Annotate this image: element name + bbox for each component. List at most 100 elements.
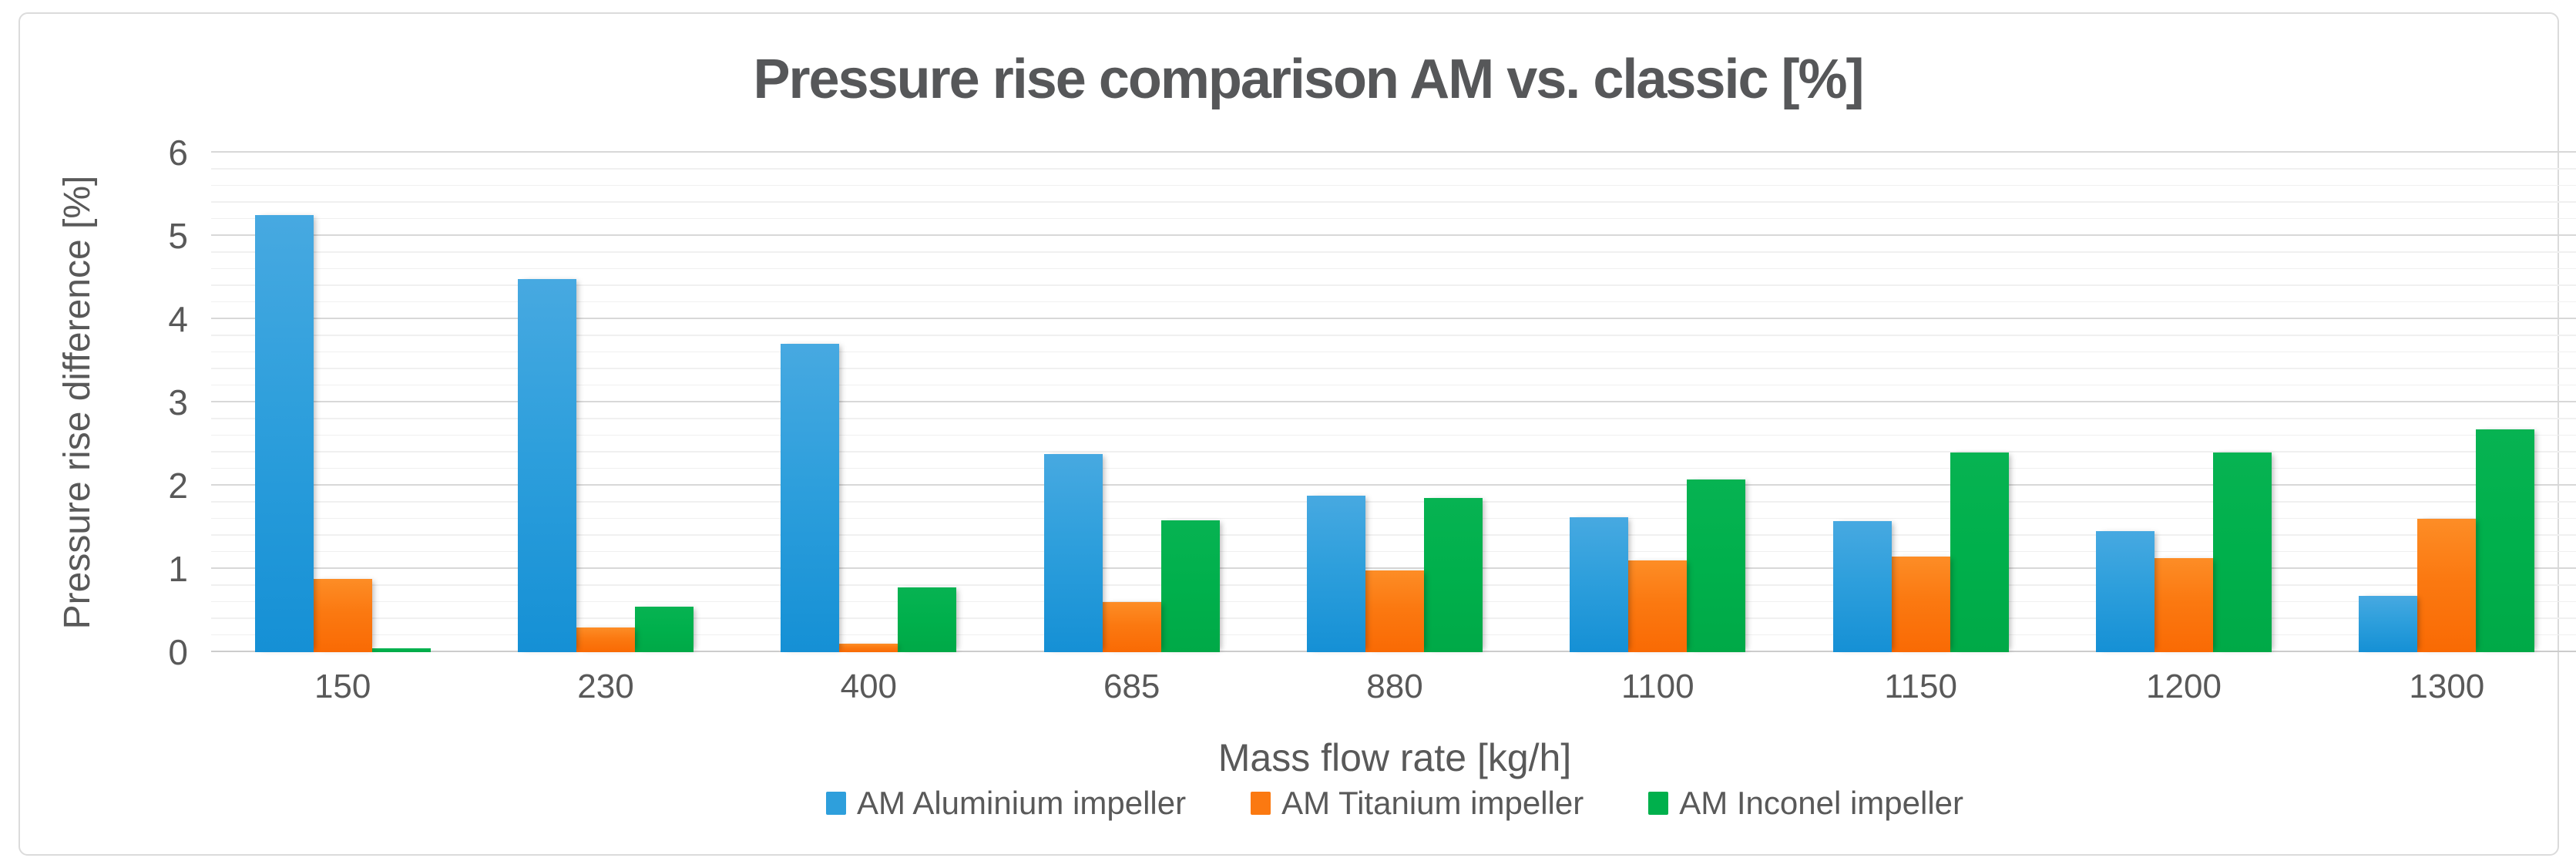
bar-am-inconel-impeller-1300 — [2476, 429, 2535, 652]
bar-am-titanium-impeller-880 — [1365, 570, 1424, 652]
bar-am-titanium-impeller-685 — [1102, 602, 1161, 652]
gridline-major-2.0 — [211, 484, 2576, 486]
gridline-minor-2.8 — [211, 418, 2576, 419]
x-tick-label-880: 880 — [1366, 668, 1423, 705]
bar-am-titanium-impeller-1300 — [2417, 519, 2477, 652]
gridline-minor-1.4 — [211, 534, 2576, 536]
bar-am-aluminium-impeller-1100 — [1570, 517, 1629, 652]
bar-am-inconel-impeller-150 — [371, 648, 431, 652]
bars-row-150 — [254, 215, 431, 652]
bars-row-230 — [517, 279, 694, 652]
chart-title: Pressure rise comparison AM vs. classic … — [753, 49, 1864, 110]
gridline-major-3.0 — [211, 401, 2576, 402]
gridline-minor-5.6 — [211, 184, 2576, 187]
bars-row-1150 — [1832, 452, 2009, 652]
bar-group-1200 — [2052, 153, 2315, 652]
gridline-minor-5.8 — [211, 168, 2576, 170]
gridline-minor-1.8 — [211, 501, 2576, 503]
bar-am-aluminium-impeller-880 — [1306, 496, 1365, 652]
gridline-minor-1.6 — [211, 517, 2576, 520]
gridline-minor-3.2 — [211, 384, 2576, 386]
gridline-minor-3.4 — [211, 368, 2576, 369]
legend-item-am-titanium-impeller: AM Titanium impeller — [1251, 785, 1584, 822]
plot-area — [211, 151, 2576, 652]
y-tick-label-2: 2 — [168, 466, 188, 506]
bar-group-1150 — [1789, 153, 2052, 652]
bar-am-aluminium-impeller-150 — [254, 215, 314, 652]
y-tick-label-4: 4 — [168, 299, 188, 339]
gridline-minor-5.4 — [211, 201, 2576, 203]
gridline-major-1.0 — [211, 567, 2576, 569]
bar-am-inconel-impeller-880 — [1423, 498, 1483, 652]
legend-swatch-am-titanium-impeller — [1251, 792, 1271, 815]
bar-am-inconel-impeller-685 — [1160, 520, 1220, 652]
bar-group-230 — [474, 153, 737, 652]
bar-group-685 — [1000, 153, 1263, 652]
x-tick-label-230: 230 — [577, 668, 634, 705]
bar-am-titanium-impeller-400 — [839, 644, 898, 652]
x-axis-title: Mass flow rate [kg/h] — [1217, 736, 1572, 779]
bar-am-titanium-impeller-1100 — [1628, 560, 1688, 652]
legend-swatch-am-inconel-impeller — [1648, 792, 1669, 815]
x-tick-label-685: 685 — [1103, 668, 1160, 705]
bar-am-aluminium-impeller-1150 — [1832, 521, 1892, 652]
legend-item-am-inconel-impeller: AM Inconel impeller — [1648, 785, 1963, 822]
bar-am-inconel-impeller-1200 — [2212, 452, 2272, 652]
bar-am-aluminium-impeller-400 — [781, 344, 840, 652]
bar-am-aluminium-impeller-230 — [517, 279, 576, 652]
legend-label-am-aluminium-impeller: AM Aluminium impeller — [856, 785, 1187, 821]
bar-group-150 — [211, 153, 474, 652]
bar-am-titanium-impeller-230 — [576, 627, 635, 652]
x-tick-label-1200: 1200 — [2146, 668, 2222, 705]
gridline-minor-3.8 — [211, 335, 2576, 336]
y-tick-label-6: 6 — [168, 133, 188, 173]
gridline-minor-4.2 — [211, 301, 2576, 303]
bar-am-titanium-impeller-1200 — [2154, 558, 2213, 652]
bar-group-1100 — [1526, 153, 1789, 652]
gridline-minor-4.4 — [211, 284, 2576, 286]
legend: AM Aluminium impeller AM Titanium impelle… — [211, 785, 2576, 822]
bars-row-1200 — [2095, 452, 2272, 652]
gridline-minor-1.2 — [211, 550, 2576, 553]
bars-row-685 — [1043, 454, 1220, 652]
bar-am-inconel-impeller-1100 — [1687, 479, 1746, 652]
legend-item-am-aluminium-impeller: AM Aluminium impeller — [825, 785, 1187, 822]
gridline-minor-2.6 — [211, 434, 2576, 436]
bar-am-titanium-impeller-150 — [313, 579, 372, 652]
y-tick-label-5: 5 — [168, 216, 188, 256]
x-tick-label-1150: 1150 — [1884, 668, 1957, 705]
gridline-minor-2.4 — [211, 451, 2576, 453]
y-tick-label-3: 3 — [168, 382, 188, 422]
bars-row-400 — [781, 344, 957, 652]
bar-group-1300 — [2316, 153, 2576, 652]
x-tick-label-1300: 1300 — [2409, 668, 2485, 705]
bars-row-880 — [1306, 496, 1483, 652]
gridline-minor-4.6 — [211, 267, 2576, 270]
bar-am-inconel-impeller-1150 — [1950, 452, 2009, 652]
y-tick-label-0: 0 — [168, 632, 188, 672]
x-tick-label-400: 400 — [840, 668, 898, 705]
bar-am-aluminium-impeller-1300 — [2359, 595, 2418, 652]
bar-group-880 — [1263, 153, 1526, 652]
bars-row-1300 — [2359, 429, 2535, 652]
legend-label-am-inconel-impeller: AM Inconel impeller — [1679, 785, 1964, 821]
bar-group-400 — [737, 153, 1000, 652]
bar-am-inconel-impeller-230 — [634, 606, 694, 652]
x-tick-label-150: 150 — [314, 668, 371, 705]
gridline-minor-4.8 — [211, 251, 2576, 253]
gridline-minor-2.2 — [211, 467, 2576, 469]
bars-row-1100 — [1570, 479, 1746, 652]
legend-label-am-titanium-impeller: AM Titanium impeller — [1281, 785, 1584, 821]
gridline-major-6.0 — [211, 151, 2576, 153]
bar-am-titanium-impeller-1150 — [1891, 556, 1950, 652]
gridline-minor-3.6 — [211, 351, 2576, 353]
bar-am-aluminium-impeller-1200 — [2095, 531, 2155, 652]
bar-am-aluminium-impeller-685 — [1043, 454, 1103, 652]
gridline-major-5.0 — [211, 234, 2576, 236]
y-tick-label-1: 1 — [168, 549, 188, 589]
gridline-major-4.0 — [211, 318, 2576, 319]
legend-swatch-am-aluminium-impeller — [825, 792, 846, 815]
x-tick-label-1100: 1100 — [1621, 668, 1694, 705]
bar-am-inconel-impeller-400 — [898, 587, 957, 652]
chart-card: Pressure rise comparison AM vs. classic … — [18, 12, 2576, 856]
